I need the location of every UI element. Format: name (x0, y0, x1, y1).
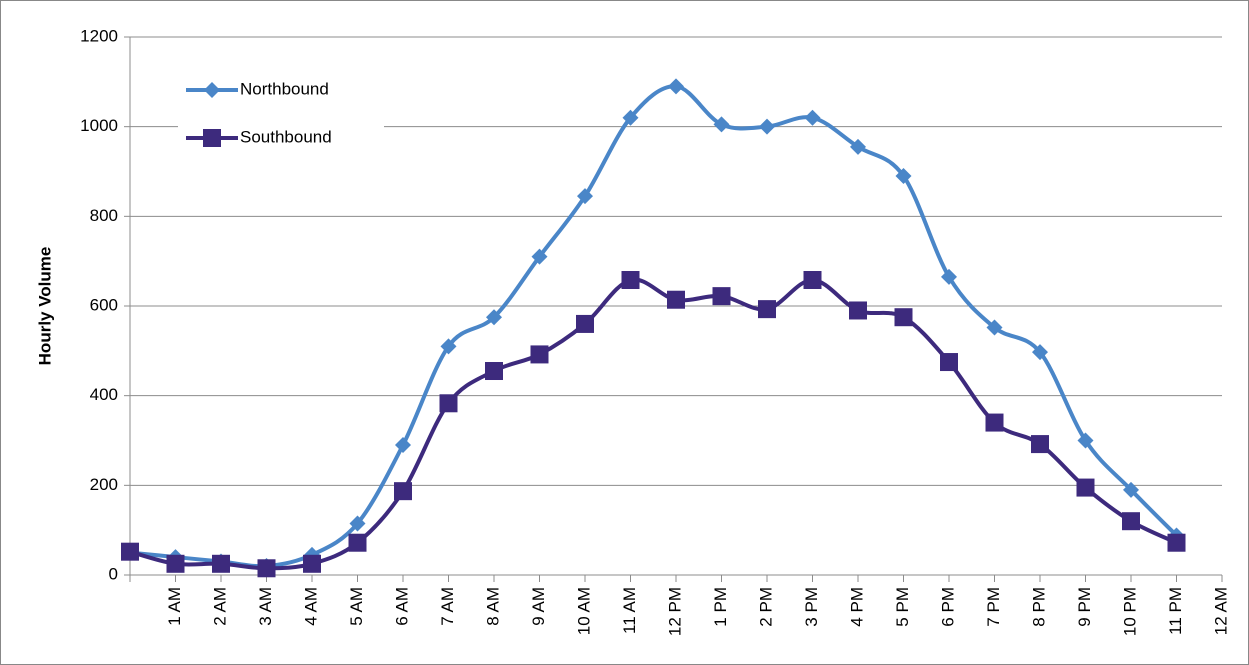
x-tick-label: 10 AM (574, 587, 593, 635)
marker (439, 394, 458, 413)
y-tick-label: 200 (90, 475, 118, 494)
x-tick-label: 11 PM (1166, 587, 1185, 635)
marker (758, 300, 776, 319)
x-tick-label: 2 PM (756, 587, 775, 627)
marker (850, 138, 866, 155)
marker (257, 559, 276, 578)
marker (394, 482, 412, 501)
y-tick-label: 1000 (80, 116, 118, 135)
y-axis-title: Hourly Volume (35, 247, 54, 366)
marker (985, 413, 1004, 432)
y-tick-label: 800 (90, 206, 118, 225)
y-tick-label: 400 (90, 385, 118, 404)
legend-item: Southbound (178, 118, 384, 158)
marker (577, 188, 593, 205)
x-tick-label: 12 AM (1211, 587, 1230, 635)
marker (804, 109, 821, 126)
marker (941, 268, 957, 285)
marker (349, 515, 366, 532)
x-tick-label: 8 PM (1029, 587, 1048, 627)
marker (395, 436, 411, 453)
marker (894, 308, 913, 327)
marker (986, 319, 1003, 336)
marker (1167, 533, 1186, 552)
marker (1076, 478, 1095, 497)
marker (668, 78, 684, 95)
x-tick-label: 5 PM (893, 587, 912, 627)
marker (531, 248, 548, 265)
marker (576, 314, 594, 333)
x-tick-label: 4 AM (301, 587, 320, 626)
x-tick-label: 7 AM (438, 587, 457, 626)
legend-label: Northbound (240, 79, 329, 98)
y-tick-label: 0 (109, 564, 118, 583)
marker (530, 345, 549, 364)
x-tick-label: 6 PM (938, 587, 957, 627)
x-tick-label: 4 PM (847, 587, 866, 627)
marker (166, 554, 185, 573)
marker (121, 542, 139, 561)
x-tick-label: 5 AM (347, 587, 366, 626)
x-tick-label: 3 AM (256, 587, 275, 626)
marker (621, 270, 640, 289)
marker (622, 109, 639, 126)
x-tick-label: 1 AM (165, 587, 184, 626)
marker (1077, 432, 1094, 449)
y-tick-label: 1200 (80, 26, 118, 45)
x-tick-label: 8 AM (483, 587, 502, 626)
marker (849, 301, 867, 320)
marker (940, 353, 958, 372)
marker (895, 167, 912, 184)
marker (667, 290, 685, 309)
marker (759, 118, 775, 135)
x-tick-label: 12 PM (665, 587, 684, 636)
marker (303, 554, 321, 573)
marker (1123, 481, 1139, 498)
marker (1032, 344, 1048, 361)
marker (1122, 512, 1140, 531)
x-tick-label: 3 PM (802, 587, 821, 627)
y-tick-label: 600 (90, 295, 118, 314)
x-tick-label: 6 AM (392, 587, 411, 626)
marker (203, 129, 221, 147)
x-tick-label: 9 AM (529, 587, 548, 626)
legend-label: Southbound (240, 127, 332, 146)
x-tick-label: 7 PM (984, 587, 1003, 627)
x-tick-label: 9 PM (1075, 587, 1094, 627)
legend-item: Northbound (178, 70, 384, 110)
marker (212, 554, 230, 573)
x-tick-label: 10 PM (1120, 587, 1139, 636)
marker (204, 82, 220, 98)
marker (713, 116, 730, 133)
marker (348, 533, 367, 552)
x-tick-label: 1 PM (711, 587, 730, 627)
marker (440, 338, 457, 355)
marker (803, 270, 822, 289)
marker (712, 287, 731, 306)
x-tick-label: 11 AM (620, 587, 639, 634)
marker (1031, 435, 1049, 454)
x-tick-label: 2 AM (210, 587, 229, 626)
marker (486, 309, 502, 326)
marker (485, 362, 503, 381)
